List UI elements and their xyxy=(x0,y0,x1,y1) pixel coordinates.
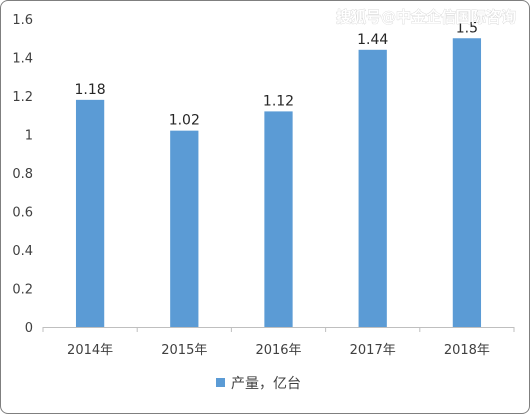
bar xyxy=(264,111,293,328)
x-tick-label: 2014年 xyxy=(67,343,113,358)
x-axis-tick-marks xyxy=(42,327,515,332)
y-tick-label: 1 xyxy=(25,129,33,144)
bar xyxy=(170,130,199,327)
data-label: 1.18 xyxy=(75,82,106,98)
x-tick-label: 2018年 xyxy=(444,343,490,358)
legend-label: 产量，亿台 xyxy=(231,376,301,392)
data-label: 1.02 xyxy=(169,113,200,129)
x-tick-label: 2015年 xyxy=(161,343,207,358)
bar xyxy=(358,49,387,328)
y-tick-label: 0.4 xyxy=(12,244,33,259)
y-tick-label: 0.8 xyxy=(12,167,33,182)
y-axis-ticks: 0 0.2 0.4 0.6 0.8 1 1.2 1.4 1.6 xyxy=(12,13,33,336)
y-tick-label: 1.4 xyxy=(12,52,33,67)
data-labels: 1.18 1.02 1.12 1.44 1.5 xyxy=(75,20,479,128)
y-tick-label: 0.6 xyxy=(12,206,33,221)
y-tick-label: 0.2 xyxy=(12,283,33,298)
watermark: 搜狐号@中金企信国际咨询 xyxy=(336,8,516,26)
data-label: 1.5 xyxy=(456,20,478,36)
bar xyxy=(452,38,482,327)
x-tick-label: 2016年 xyxy=(255,343,301,358)
x-axis-labels: 2014年 2015年 2016年 2017年 2018年 xyxy=(67,343,490,358)
legend-swatch xyxy=(216,378,225,387)
y-tick-label: 1.2 xyxy=(12,90,33,105)
data-label: 1.12 xyxy=(263,93,294,109)
data-label: 1.44 xyxy=(357,32,388,48)
x-tick-label: 2017年 xyxy=(350,343,396,358)
legend: 产量，亿台 xyxy=(216,376,301,392)
y-tick-label: 1.6 xyxy=(12,13,33,28)
bar xyxy=(75,99,105,327)
y-tick-label: 0 xyxy=(25,321,33,336)
bar-series xyxy=(75,38,482,328)
